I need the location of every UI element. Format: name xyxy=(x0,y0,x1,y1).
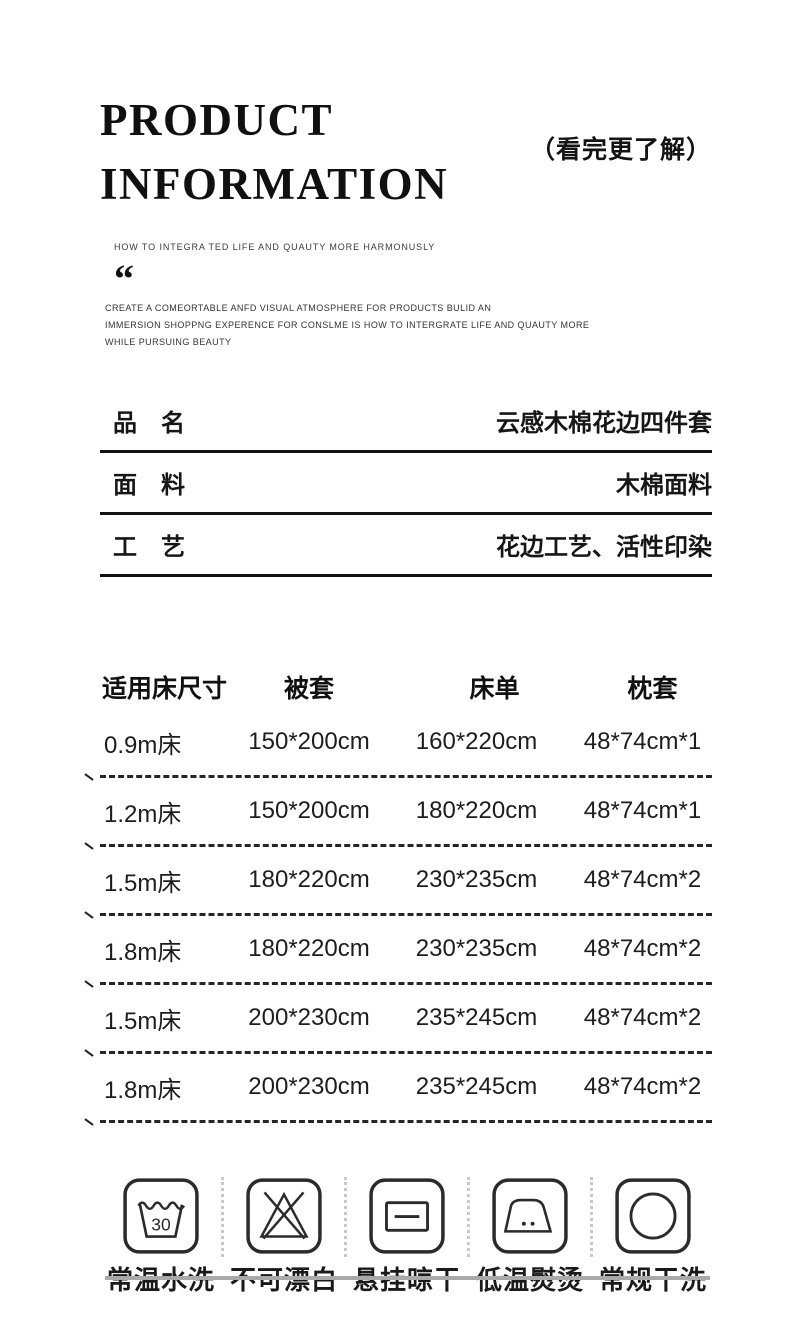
care-item-iron: 低温熨烫 xyxy=(471,1177,589,1297)
size-col-header: 被套 xyxy=(283,675,334,703)
care-instructions: 30 常温水洗 不可漂白 xyxy=(102,1177,712,1297)
spec-value: 花边工艺、活性印染 xyxy=(496,534,712,561)
size-cell: 48*74cm*1 xyxy=(583,728,702,755)
dash-tick xyxy=(84,773,94,781)
dash-tick xyxy=(84,1049,94,1057)
size-cell: 180*220cm xyxy=(248,866,370,893)
table-row: 1.8m床 200*230cm 235*245cm 48*74cm*2 xyxy=(84,1054,712,1126)
page-title-line1: PRODUCT xyxy=(100,95,333,145)
care-label: 不可漂白 xyxy=(229,1265,338,1295)
size-cell: 48*74cm*2 xyxy=(583,935,702,962)
care-item-dry-clean: 常规干洗 xyxy=(594,1177,712,1297)
spec-value: 木棉面料 xyxy=(616,472,712,499)
page-title: PRODUCT INFORMATION xyxy=(100,88,448,216)
size-cell: 230*235cm xyxy=(415,935,538,962)
size-cell: 1.2m床 xyxy=(104,800,182,828)
care-label: 低温熨烫 xyxy=(475,1265,584,1295)
table-row: 0.9m床 150*200cm 160*220cm 48*74cm*1 xyxy=(84,709,712,781)
dash-tick xyxy=(84,1118,94,1126)
size-cell: 48*74cm*2 xyxy=(583,866,702,893)
care-item-wash: 30 常温水洗 xyxy=(102,1177,220,1297)
intro-line: CREATE A COMEORTABLE ANFD VISUAL ATMOSPH… xyxy=(105,303,492,313)
dash-tick xyxy=(84,911,94,919)
table-row: 1.2m床 150*200cm 180*220cm 48*74cm*1 xyxy=(84,778,712,850)
size-cell: 48*74cm*2 xyxy=(583,1004,702,1031)
table-row: 1.5m床 180*220cm 230*235cm 48*74cm*2 xyxy=(84,847,712,919)
size-cell: 150*200cm xyxy=(248,797,370,824)
size-table-header: 适用床尺寸 被套 床单 枕套 xyxy=(100,665,712,709)
size-cell: 1.5m床 xyxy=(104,1007,182,1035)
size-cell: 1.8m床 xyxy=(104,1076,182,1104)
spec-table: 品 名 云感木棉花边四件套 面 料 木棉面料 工 艺 花边工艺、活性印染 xyxy=(100,391,712,577)
care-item-hang-dry: 悬挂晾干 xyxy=(348,1177,466,1297)
svg-text:30: 30 xyxy=(151,1214,171,1234)
quote-mark-icon: “ xyxy=(114,256,134,301)
table-row: 1.5m床 200*230cm 235*245cm 48*74cm*2 xyxy=(84,985,712,1057)
spec-row-fabric: 面 料 木棉面料 xyxy=(100,453,712,515)
spec-value: 云感木棉花边四件套 xyxy=(496,410,712,437)
size-cell: 200*230cm xyxy=(248,1073,370,1100)
care-label: 常温水洗 xyxy=(106,1265,215,1295)
intro-line: IMMERSION SHOPPNG EXPERENCE FOR CONSLME … xyxy=(105,320,590,330)
intro-paragraph: CREATE A COMEORTABLE ANFD VISUAL ATMOSPH… xyxy=(105,300,712,351)
dotted-divider xyxy=(221,1177,224,1257)
size-cell: 230*235cm xyxy=(415,866,538,893)
hang-dry-icon xyxy=(368,1177,446,1255)
size-col-header: 床单 xyxy=(469,675,520,703)
size-cell: 48*74cm*2 xyxy=(583,1073,702,1100)
spec-row-craft: 工 艺 花边工艺、活性印染 xyxy=(100,515,712,577)
size-cell: 180*220cm xyxy=(248,935,370,962)
no-bleach-icon xyxy=(245,1177,323,1255)
header: PRODUCT INFORMATION （看完更了解） xyxy=(100,0,712,216)
intro-line: WHILE PURSUING BEAUTY xyxy=(105,337,232,347)
care-item-no-bleach: 不可漂白 xyxy=(225,1177,343,1297)
size-cell: 0.9m床 xyxy=(104,731,182,759)
spec-row-name: 品 名 云感木棉花边四件套 xyxy=(100,391,712,453)
spec-label: 工 艺 xyxy=(113,534,185,561)
size-col-header: 枕套 xyxy=(627,675,678,703)
size-col-header: 适用床尺寸 xyxy=(102,675,228,703)
spec-label: 品 名 xyxy=(113,410,185,437)
wash-30-icon: 30 xyxy=(122,1177,200,1255)
iron-low-temp-icon xyxy=(491,1177,569,1255)
care-label: 常规干洗 xyxy=(598,1265,707,1295)
dotted-divider xyxy=(590,1177,593,1257)
size-table: 适用床尺寸 被套 床单 枕套 0.9m床 150*200cm 160*220cm… xyxy=(84,665,712,1126)
spec-label: 面 料 xyxy=(113,472,185,499)
dotted-divider xyxy=(344,1177,347,1257)
header-tagline: HOW TO INTEGRA TED LIFE AND QUAUTY MORE … xyxy=(114,242,436,252)
page-title-line2: INFORMATION xyxy=(100,159,449,209)
care-label: 悬挂晾干 xyxy=(352,1265,461,1295)
bottom-divider-bar xyxy=(105,1276,710,1280)
size-cell: 235*245cm xyxy=(415,1073,538,1100)
product-info-page: PRODUCT INFORMATION （看完更了解） HOW TO INTEG… xyxy=(84,0,712,1297)
size-cell: 200*230cm xyxy=(248,1004,370,1031)
table-row: 1.8m床 180*220cm 230*235cm 48*74cm*2 xyxy=(84,916,712,988)
size-cell: 1.8m床 xyxy=(104,938,182,966)
size-cell: 150*200cm xyxy=(248,728,370,755)
size-cell: 160*220cm xyxy=(415,728,538,755)
dotted-divider xyxy=(467,1177,470,1257)
dash-tick xyxy=(84,980,94,988)
dash-tick xyxy=(84,842,94,850)
header-subtitle-cn: （看完更了解） xyxy=(529,137,712,164)
size-cell: 48*74cm*1 xyxy=(583,797,702,824)
size-cell: 180*220cm xyxy=(415,797,538,824)
dry-clean-icon xyxy=(614,1177,692,1255)
size-cell: 1.5m床 xyxy=(104,869,182,897)
size-cell: 235*245cm xyxy=(415,1004,538,1031)
